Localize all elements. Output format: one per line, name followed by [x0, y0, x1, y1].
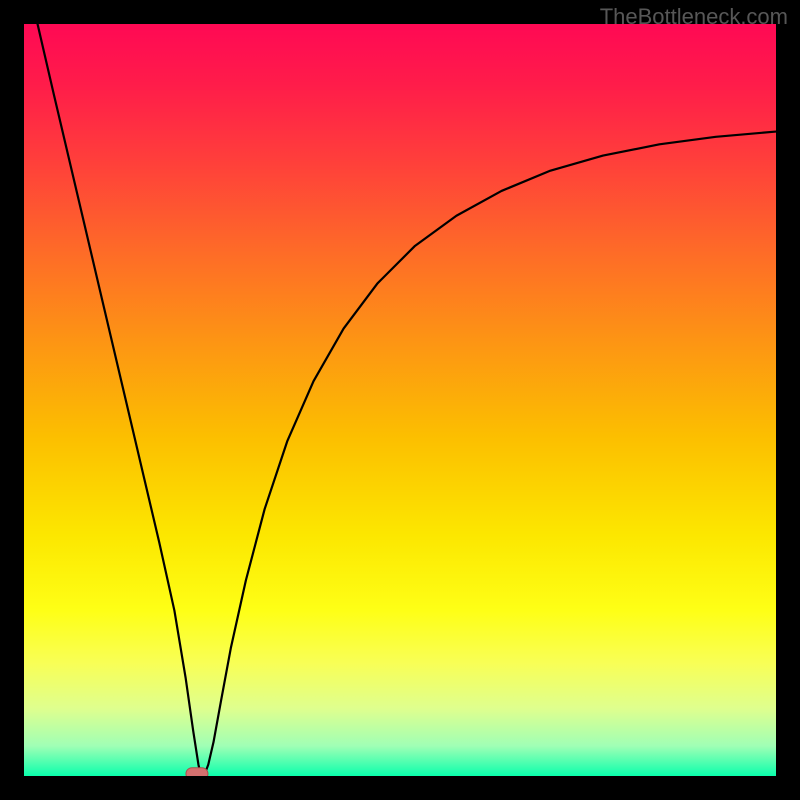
bottleneck-chart: [0, 0, 800, 800]
gradient-background: [24, 24, 776, 776]
watermark-text: TheBottleneck.com: [600, 4, 788, 30]
chart-container: TheBottleneck.com: [0, 0, 800, 800]
